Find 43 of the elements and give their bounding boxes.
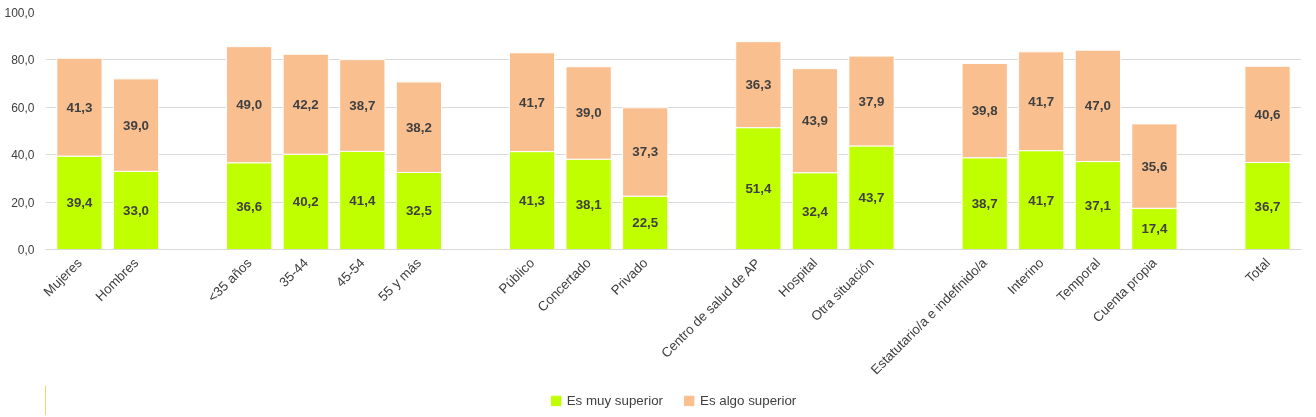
data-label: 36,7 bbox=[1254, 198, 1281, 214]
data-label: 38,7 bbox=[971, 196, 998, 212]
data-label: 41,7 bbox=[1028, 192, 1055, 208]
data-label: 41,4 bbox=[349, 192, 376, 208]
data-label: 38,1 bbox=[575, 196, 603, 212]
data-label: 37,1 bbox=[1084, 198, 1112, 214]
data-label: 35,6 bbox=[1141, 158, 1168, 174]
data-label: 37,9 bbox=[858, 93, 885, 109]
data-label: 51,4 bbox=[745, 181, 772, 197]
data-label: 49,0 bbox=[236, 97, 263, 113]
data-label: 42,2 bbox=[292, 96, 319, 112]
data-label: 40,6 bbox=[1254, 106, 1281, 122]
data-label: 41,3 bbox=[519, 193, 546, 209]
data-label: 43,9 bbox=[801, 113, 828, 129]
y-tick-label: 60,0 bbox=[11, 100, 35, 115]
data-label: 41,7 bbox=[1028, 93, 1055, 109]
legend-label: Es muy superior bbox=[566, 392, 663, 408]
data-label: 33,0 bbox=[123, 202, 150, 218]
y-tick-label: 20,0 bbox=[11, 195, 35, 210]
data-label: 41,3 bbox=[66, 99, 93, 115]
y-tick-label: 40,0 bbox=[11, 148, 35, 163]
data-label: 38,7 bbox=[349, 98, 376, 114]
data-label: 39,0 bbox=[575, 105, 602, 121]
data-label: 32,5 bbox=[405, 203, 433, 219]
data-label: 40,2 bbox=[292, 194, 319, 210]
data-label: 22,5 bbox=[632, 215, 659, 231]
data-label: 37,3 bbox=[632, 144, 659, 160]
data-label: 32,4 bbox=[801, 203, 829, 219]
data-label: 43,7 bbox=[858, 190, 885, 206]
y-tick-label: 80,0 bbox=[11, 53, 35, 68]
y-tick-label: 0,0 bbox=[17, 243, 35, 257]
data-label: 17,4 bbox=[1141, 221, 1168, 237]
x-tick-label: 55 y más bbox=[375, 254, 425, 305]
data-label: 41,7 bbox=[519, 94, 546, 110]
data-label: 39,0 bbox=[123, 117, 150, 133]
data-label: 47,0 bbox=[1084, 98, 1111, 114]
data-label: 36,6 bbox=[236, 198, 263, 214]
data-label: 38,2 bbox=[405, 119, 432, 135]
data-label: 39,4 bbox=[66, 195, 93, 211]
data-label: 36,3 bbox=[745, 77, 772, 93]
data-label: 39,8 bbox=[971, 103, 998, 119]
legend-label: Es algo superior bbox=[699, 392, 797, 408]
y-tick-label: 100,0 bbox=[4, 6, 35, 20]
